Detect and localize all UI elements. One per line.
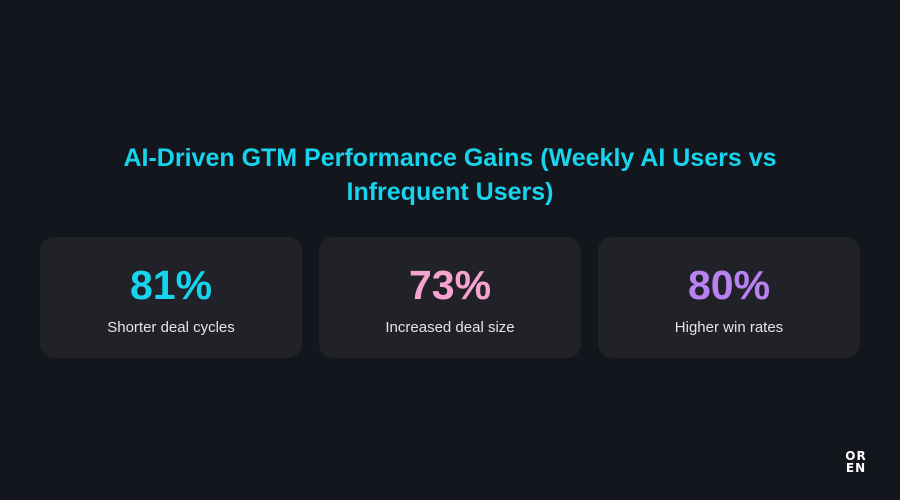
logo-line-1: OR (845, 449, 867, 463)
stat-card-deal-size: 73% Increased deal size (319, 237, 581, 358)
stat-label: Increased deal size (385, 319, 515, 336)
stat-cards: 81% Shorter deal cycles 73% Increased de… (40, 237, 860, 358)
stat-label: Higher win rates (674, 319, 784, 336)
stat-value: 73% (408, 262, 492, 308)
stat-card-deal-cycles: 81% Shorter deal cycles (40, 237, 302, 358)
stat-value: 81% (129, 262, 213, 308)
stat-value: 80% (687, 262, 771, 308)
page-title: AI-Driven GTM Performance Gains (Weekly … (123, 144, 777, 206)
oren-logo: OR EN (840, 450, 872, 474)
stat-card-win-rates: 80% Higher win rates (598, 237, 860, 358)
logo-line-2: EN (845, 461, 867, 475)
stat-label: Shorter deal cycles (107, 319, 235, 336)
